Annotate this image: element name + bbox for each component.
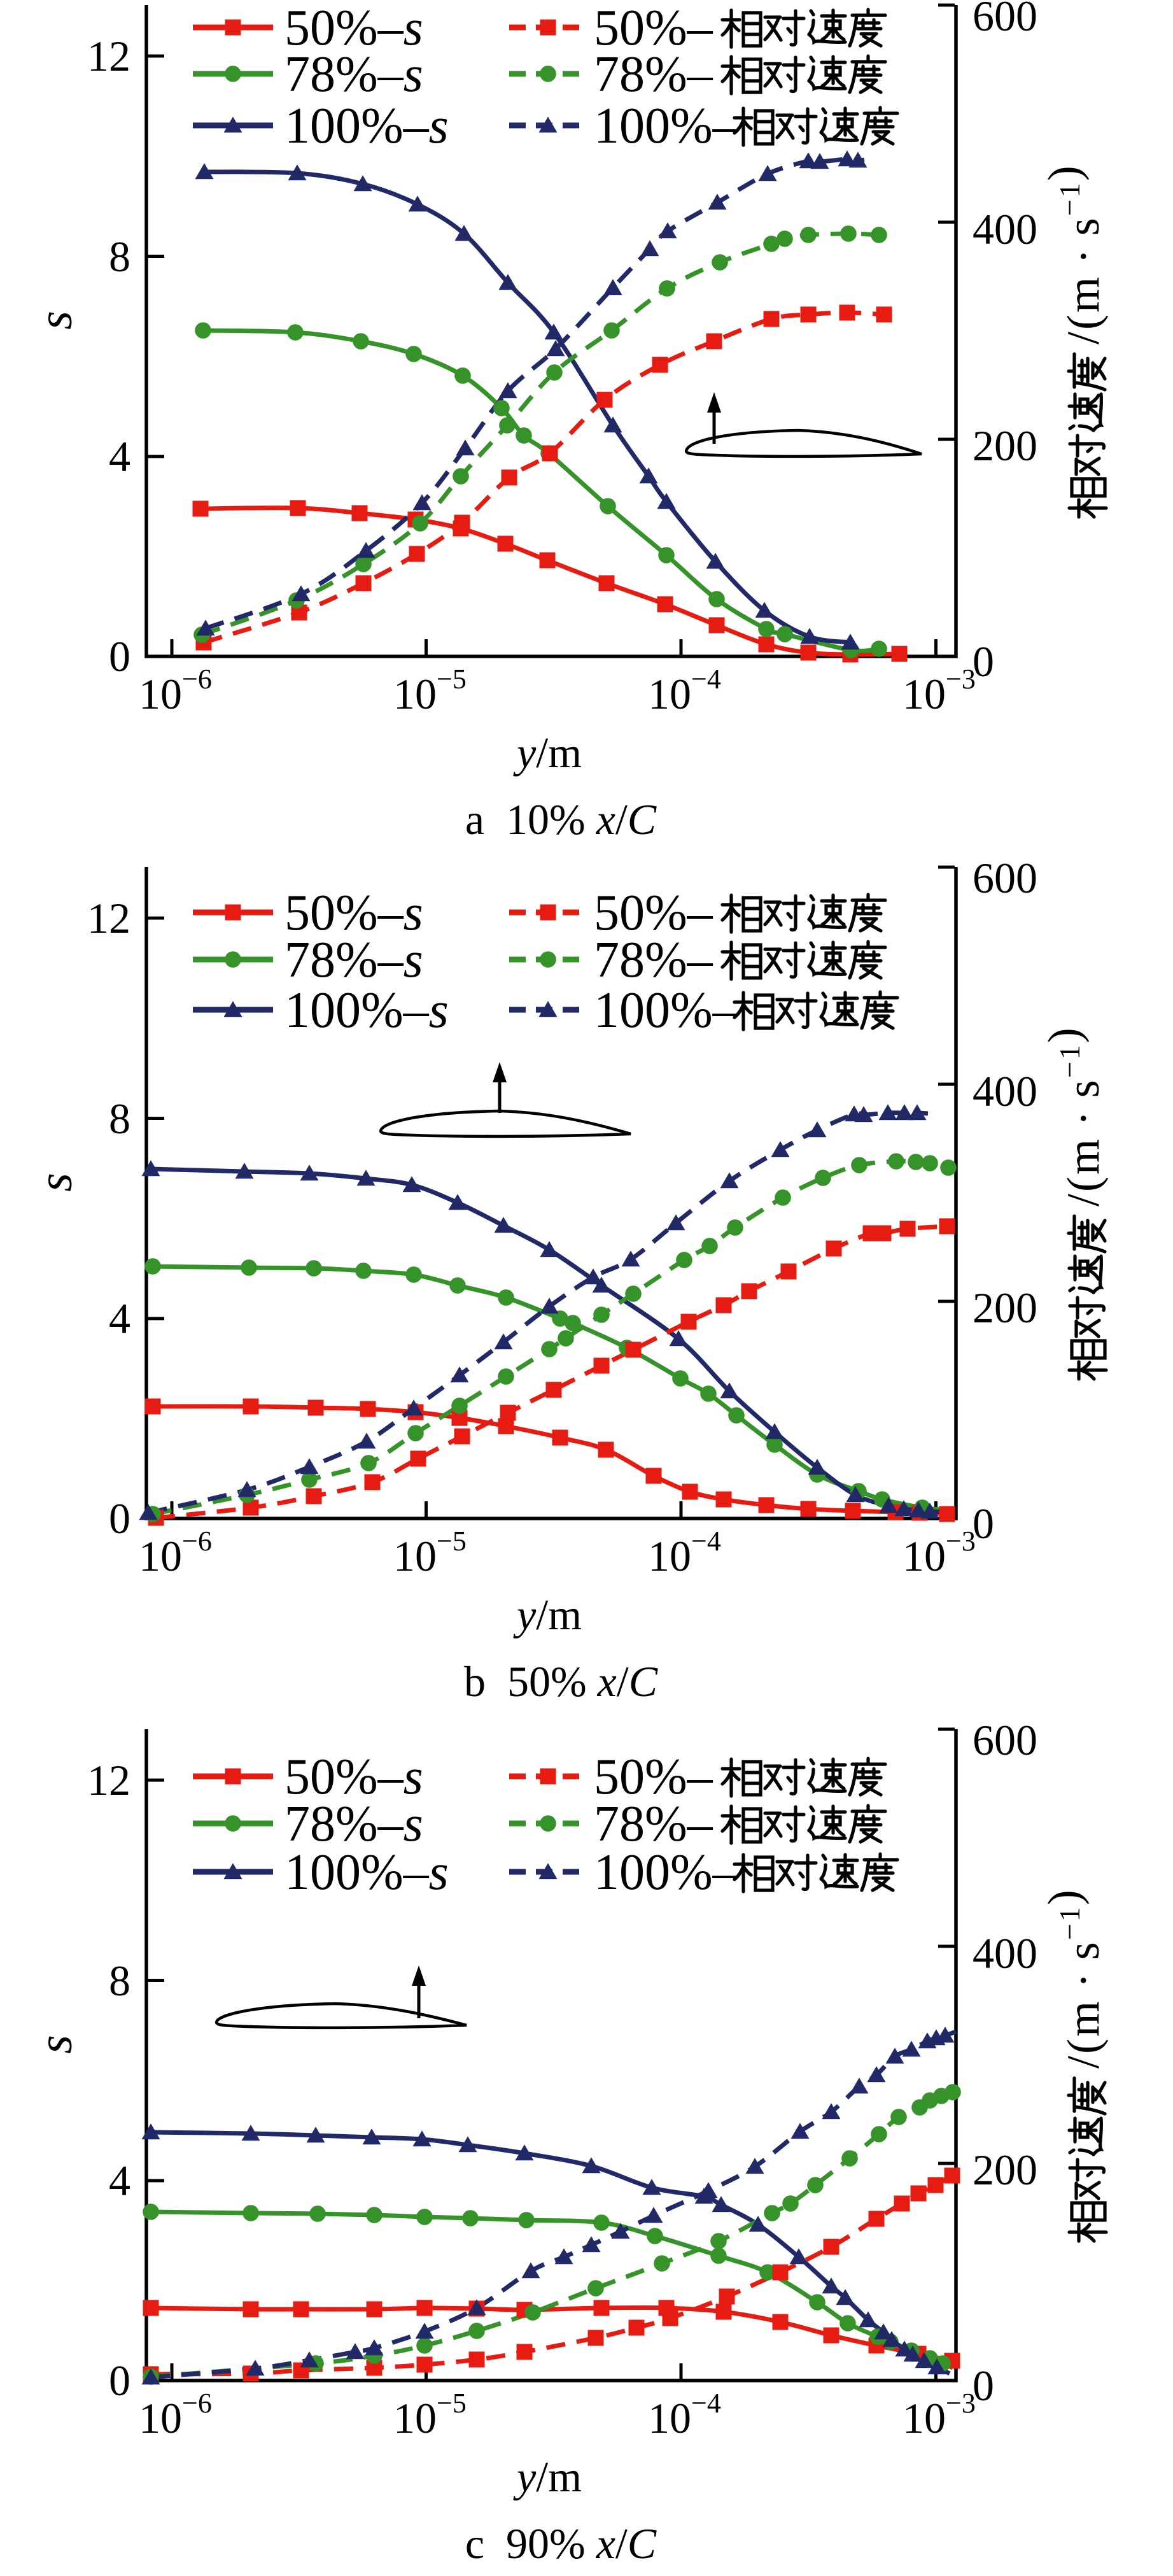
svg-text:0: 0 — [973, 1499, 994, 1548]
svg-text:50%–s: 50%–s — [284, 1749, 423, 1805]
svg-text:78%–: 78%– — [594, 46, 713, 103]
svg-text:78%–: 78%– — [594, 1796, 713, 1852]
svg-text:78%–s: 78%–s — [284, 1796, 423, 1852]
svg-text:10−6: 10−6 — [139, 2388, 212, 2442]
svg-text:10−6: 10−6 — [139, 663, 212, 718]
svg-text:4: 4 — [109, 1294, 130, 1343]
svg-text:8: 8 — [109, 1094, 130, 1143]
svg-text:y/m: y/m — [513, 1590, 582, 1639]
svg-text:0: 0 — [973, 637, 994, 686]
svg-text:4: 4 — [109, 432, 130, 481]
svg-text:50%–: 50%– — [594, 1749, 713, 1805]
svg-text:600: 600 — [973, 0, 1037, 40]
svg-text:50%–: 50%– — [594, 885, 713, 941]
svg-text:400: 400 — [973, 1929, 1037, 1978]
svg-text:s: s — [29, 1173, 82, 1192]
svg-text:0: 0 — [109, 1494, 130, 1543]
svg-text:78%–: 78%– — [594, 932, 713, 988]
svg-text:8: 8 — [109, 1957, 130, 2005]
svg-text:10−5: 10−5 — [393, 2388, 467, 2442]
svg-text:s: s — [29, 311, 82, 330]
svg-text:y/m: y/m — [513, 728, 582, 777]
svg-text:c 90% x/C: c 90% x/C — [465, 2519, 657, 2568]
svg-text:200: 200 — [973, 421, 1037, 470]
svg-text:600: 600 — [973, 854, 1037, 902]
svg-text:0: 0 — [109, 632, 130, 681]
svg-text:200: 200 — [973, 1284, 1037, 1332]
svg-text:12: 12 — [87, 894, 130, 942]
svg-text:50%–s: 50%–s — [284, 885, 423, 941]
svg-text:4: 4 — [109, 2156, 130, 2205]
svg-text:b 50% x/C: b 50% x/C — [464, 1657, 658, 1706]
svg-text:10−4: 10−4 — [648, 1525, 721, 1580]
svg-text:100%–: 100%– — [594, 1844, 739, 1900]
svg-text:400: 400 — [973, 205, 1037, 253]
svg-text:s: s — [29, 2035, 82, 2054]
svg-text:78%–s: 78%–s — [284, 46, 423, 103]
svg-text:200: 200 — [973, 2146, 1037, 2194]
svg-text:100%–s: 100%–s — [284, 982, 449, 1038]
svg-text:8: 8 — [109, 232, 130, 281]
svg-text:12: 12 — [87, 32, 130, 80]
svg-text:y/m: y/m — [513, 2452, 582, 2501]
svg-text:0: 0 — [109, 2356, 130, 2405]
svg-text:50%–: 50%– — [594, 0, 713, 56]
svg-text:100%–: 100%– — [594, 98, 739, 154]
svg-text:100%–s: 100%–s — [284, 98, 449, 154]
svg-text:10−4: 10−4 — [648, 663, 721, 718]
svg-text:400: 400 — [973, 1067, 1037, 1115]
svg-text:0: 0 — [973, 2361, 994, 2410]
svg-text:600: 600 — [973, 1716, 1037, 1764]
svg-text:100%–s: 100%–s — [284, 1844, 449, 1900]
svg-text:78%–s: 78%–s — [284, 932, 423, 988]
svg-text:50%–s: 50%–s — [284, 0, 423, 56]
svg-text:100%–: 100%– — [594, 982, 739, 1038]
svg-text:12: 12 — [87, 1756, 130, 1804]
svg-text:a 10% x/C: a 10% x/C — [465, 795, 657, 844]
